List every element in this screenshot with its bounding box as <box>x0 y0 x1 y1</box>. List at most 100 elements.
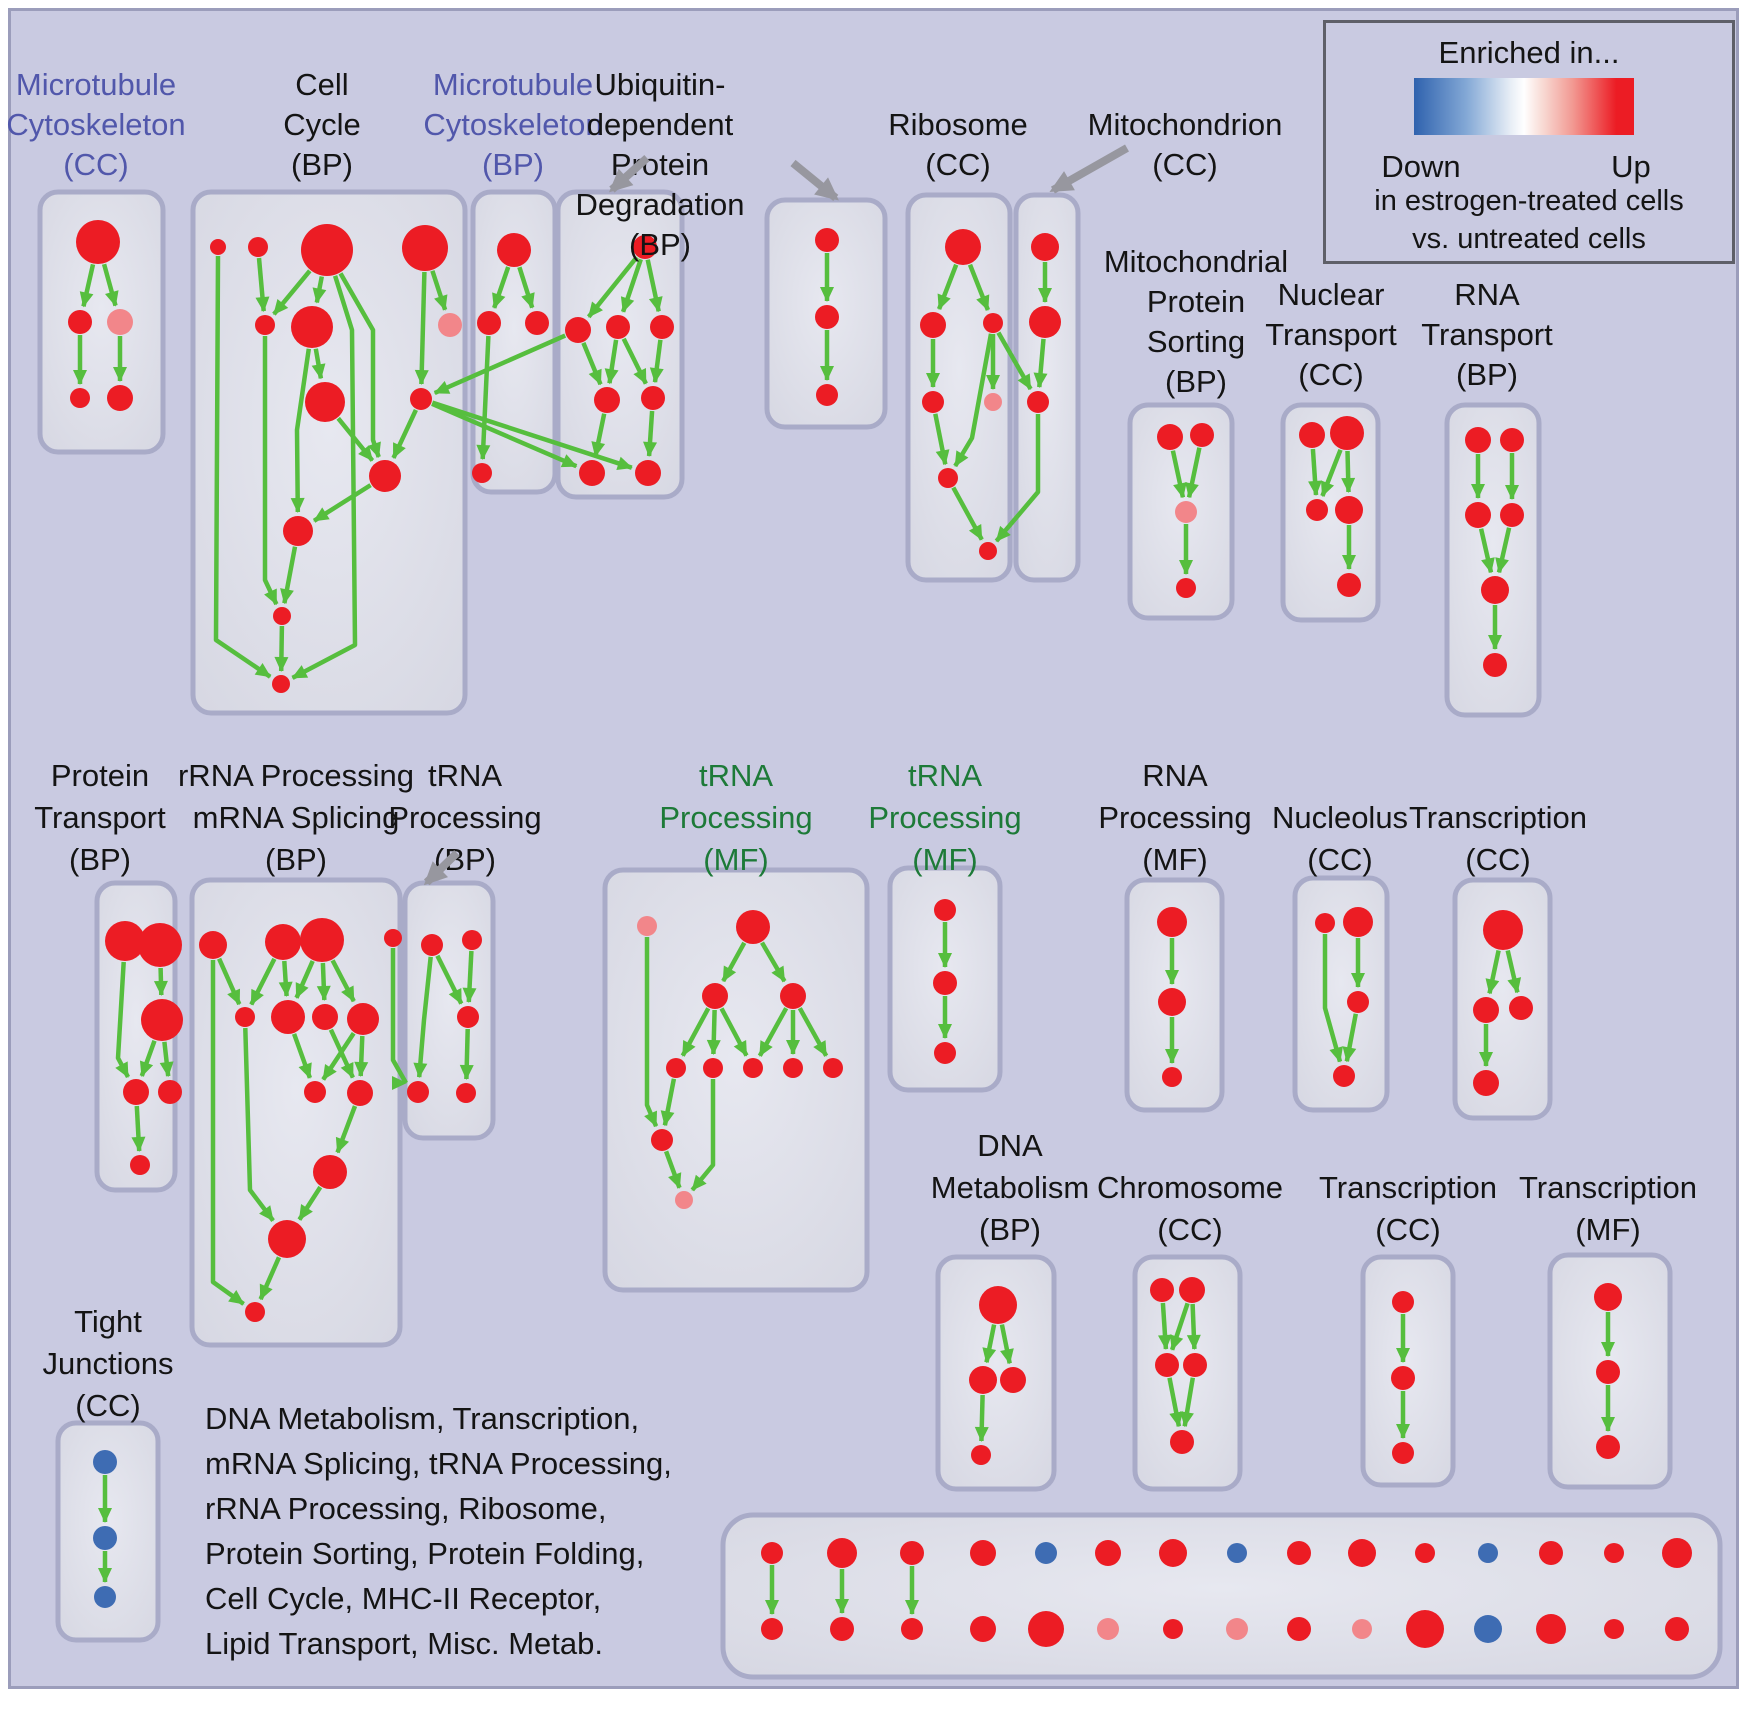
edge-arrow <box>294 960 315 999</box>
go-term-node-red <box>1665 1617 1689 1641</box>
go-term-node-red <box>271 1000 305 1034</box>
edge-arrow <box>459 1028 474 1080</box>
go-term-node-red <box>105 921 145 961</box>
go-term-node-red <box>920 312 946 338</box>
go-term-node-red <box>283 516 313 546</box>
go-term-node-red <box>1604 1619 1624 1639</box>
go-term-node-red <box>635 460 661 486</box>
edge-arrow <box>435 954 464 1005</box>
go-term-node-red <box>1029 306 1061 338</box>
go-term-node-red <box>1391 1366 1415 1390</box>
edge-arrow <box>390 948 408 1085</box>
go-term-node-pink <box>1352 1619 1372 1639</box>
edge-arrow <box>999 1324 1014 1365</box>
cluster-label-mito-protein-sorting: Mitochondrial Protein Sorting (BP) <box>1104 244 1288 399</box>
go-term-node-red <box>472 463 492 483</box>
go-term-node-red <box>68 310 92 334</box>
go-term-node-red <box>969 1366 997 1394</box>
edge-arrow <box>1158 1302 1172 1350</box>
go-term-node-red <box>268 1220 306 1258</box>
edge-arrow <box>330 959 356 1003</box>
edge-arrow <box>645 259 663 313</box>
edge-arrow <box>586 255 639 319</box>
go-term-node-red <box>265 924 301 960</box>
go-term-node-red <box>641 386 665 410</box>
go-term-node-red <box>248 237 268 257</box>
go-term-node-red <box>1596 1360 1620 1384</box>
go-term-node-red <box>1483 910 1523 950</box>
edge-arrow <box>644 937 659 1128</box>
label-pointer-arrow <box>608 155 650 193</box>
cluster-box-transcription-cc-mid <box>1452 877 1553 1121</box>
go-term-node-red <box>1604 1543 1624 1563</box>
go-term-node-red <box>525 311 549 335</box>
edge-arrow <box>797 1007 829 1057</box>
go-term-node-red <box>1179 1277 1205 1303</box>
go-term-node-red <box>1509 996 1533 1020</box>
legend-title: Enriched in... <box>1438 35 1620 70</box>
label-pointer-arrow <box>790 159 839 202</box>
edge-arrow <box>951 486 984 541</box>
go-term-node-red <box>1483 653 1507 677</box>
go-term-node-red <box>456 1083 476 1103</box>
go-term-node-red <box>1190 423 1214 447</box>
edge-arrow <box>492 266 511 309</box>
go-term-node-red <box>1500 428 1524 452</box>
edge-arrow <box>1495 527 1512 574</box>
cluster-label-microtubule-bp: Microtubule Cytoskeleton (BP) <box>423 67 602 182</box>
go-term-node-red <box>272 675 290 693</box>
go-term-node-red <box>922 391 944 413</box>
edge-arrow <box>462 950 477 1003</box>
go-term-node-red <box>1306 499 1328 521</box>
go-term-node-red <box>76 220 120 264</box>
edge-arrow <box>1180 1377 1196 1428</box>
cluster-label-rna-processing-mf: RNA Processing (MF) <box>1098 758 1251 877</box>
cluster-label-transcription-cc-mid: Transcription (CC) <box>1409 800 1587 877</box>
edge-arrow <box>338 272 381 458</box>
cluster-label-mitochondrion-cc: Mitochondrion (CC) <box>1088 107 1283 182</box>
summary-line-4: Protein Sorting, Protein Folding, <box>205 1536 645 1571</box>
go-term-node-red <box>210 239 226 255</box>
go-term-node-red <box>369 460 401 492</box>
edge-arrow <box>79 263 96 308</box>
cluster-label-tight-junctions: Tight Junctions (CC) <box>43 1304 174 1423</box>
edge-arrow <box>967 263 990 311</box>
edge-arrow <box>1322 934 1343 1063</box>
go-term-node-red <box>816 384 838 406</box>
go-term-node-red <box>235 1007 255 1027</box>
go-term-node-red <box>457 1006 479 1028</box>
go-term-node-red <box>1150 1278 1174 1302</box>
go-term-node-red <box>199 931 227 959</box>
edge-arrow <box>213 255 272 679</box>
go-term-node-red <box>1500 503 1524 527</box>
go-term-node-red <box>70 388 90 408</box>
edge-arrow <box>291 1033 313 1079</box>
go-term-node-red <box>900 1541 924 1565</box>
go-term-node-red <box>301 224 353 276</box>
go-term-node-red <box>407 1081 429 1103</box>
edge-arrow <box>311 348 326 380</box>
edge-arrow <box>1308 448 1323 496</box>
edge-arrow <box>1167 1377 1184 1428</box>
go-term-node-red <box>971 1445 991 1465</box>
legend-subtitle-2: vs. untreated cells <box>1412 223 1646 255</box>
edge-arrow <box>328 1028 355 1079</box>
legend-up-label: Up <box>1611 149 1651 184</box>
summary-line-2: mRNA Splicing, tRNA Processing, <box>205 1446 672 1481</box>
go-term-node-red <box>1465 427 1491 453</box>
go-term-node-red <box>1594 1283 1622 1311</box>
cluster-label-rna-transport: RNA Transport (BP) <box>1421 277 1553 392</box>
edge-arrow <box>431 401 578 469</box>
go-term-node-red <box>305 382 345 422</box>
go-term-node-red <box>123 1079 149 1105</box>
go-term-node-red <box>255 315 275 335</box>
go-term-node-red <box>970 1540 996 1566</box>
edge-arrow <box>937 263 959 311</box>
go-term-node-red <box>1159 1539 1187 1567</box>
go-term-node-red <box>633 235 657 259</box>
edge-arrow <box>1169 1302 1190 1351</box>
go-term-node-red <box>1415 1543 1435 1563</box>
go-term-node-red <box>651 1129 673 1151</box>
cluster-label-microtubule-cc: Microtubule Cytoskeleton (CC) <box>6 67 185 182</box>
go-term-node-red <box>245 1302 265 1322</box>
